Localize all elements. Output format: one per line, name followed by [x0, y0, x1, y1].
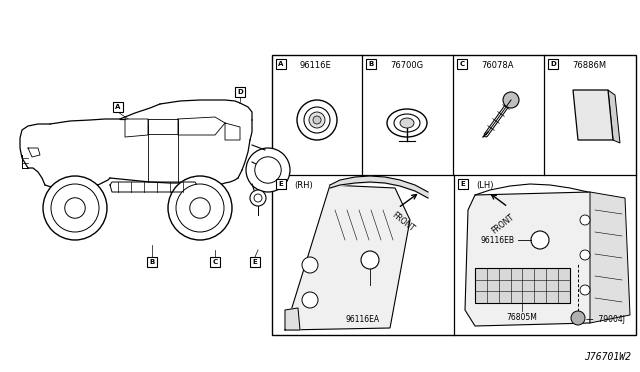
Circle shape	[531, 231, 549, 249]
Polygon shape	[590, 192, 630, 323]
Circle shape	[571, 311, 585, 325]
Circle shape	[250, 190, 266, 206]
Text: B: B	[149, 259, 155, 265]
Circle shape	[302, 292, 318, 308]
Circle shape	[580, 215, 590, 225]
Text: 76886M: 76886M	[572, 61, 606, 70]
Text: C: C	[460, 61, 465, 67]
Bar	[210, 257, 220, 267]
Text: (RH): (RH)	[294, 180, 313, 189]
Text: C: C	[212, 259, 218, 265]
Bar	[147, 257, 157, 267]
Text: 76700G: 76700G	[390, 61, 423, 70]
Circle shape	[361, 251, 379, 269]
Polygon shape	[110, 182, 197, 192]
Circle shape	[176, 184, 224, 232]
Text: 96116E: 96116E	[300, 61, 332, 70]
Polygon shape	[465, 192, 600, 326]
Bar	[458, 179, 468, 189]
Bar	[250, 257, 260, 267]
Circle shape	[255, 157, 281, 183]
Polygon shape	[608, 90, 620, 143]
Bar	[235, 87, 245, 97]
Text: 76078A: 76078A	[481, 61, 513, 70]
Circle shape	[43, 176, 107, 240]
Ellipse shape	[387, 109, 427, 137]
Bar	[276, 59, 286, 69]
Bar	[272, 55, 636, 335]
Bar	[548, 59, 558, 69]
Circle shape	[304, 107, 330, 133]
Circle shape	[254, 194, 262, 202]
Circle shape	[313, 116, 321, 124]
Ellipse shape	[400, 118, 414, 128]
Text: 96116EB: 96116EB	[481, 235, 515, 244]
Ellipse shape	[394, 114, 420, 132]
Text: (LH): (LH)	[476, 180, 493, 189]
Circle shape	[168, 176, 232, 240]
Polygon shape	[285, 308, 300, 330]
Text: D: D	[550, 61, 556, 67]
Text: D: D	[237, 89, 243, 95]
Polygon shape	[573, 90, 613, 140]
Text: A: A	[278, 61, 284, 67]
Circle shape	[189, 198, 210, 218]
Circle shape	[309, 112, 325, 128]
Text: 96116EA: 96116EA	[346, 315, 380, 324]
Circle shape	[65, 198, 85, 218]
Circle shape	[246, 148, 290, 192]
Circle shape	[297, 100, 337, 140]
Text: E: E	[253, 259, 257, 265]
Text: —  79004J: — 79004J	[586, 315, 625, 324]
Bar	[276, 179, 286, 189]
Text: E: E	[461, 181, 465, 187]
Text: B: B	[369, 61, 374, 67]
Circle shape	[580, 250, 590, 260]
Polygon shape	[285, 185, 410, 330]
Circle shape	[51, 184, 99, 232]
Circle shape	[503, 92, 519, 108]
Text: J76701W2: J76701W2	[584, 352, 631, 362]
Circle shape	[302, 257, 318, 273]
Text: A: A	[115, 104, 121, 110]
Text: 76805M: 76805M	[507, 312, 538, 321]
Bar	[475, 268, 570, 303]
Text: FRONT: FRONT	[490, 212, 516, 235]
Bar	[366, 59, 376, 69]
Circle shape	[580, 285, 590, 295]
Text: FRONT: FRONT	[390, 210, 416, 233]
Bar	[113, 102, 123, 112]
Text: E: E	[278, 181, 284, 187]
Bar	[457, 59, 467, 69]
